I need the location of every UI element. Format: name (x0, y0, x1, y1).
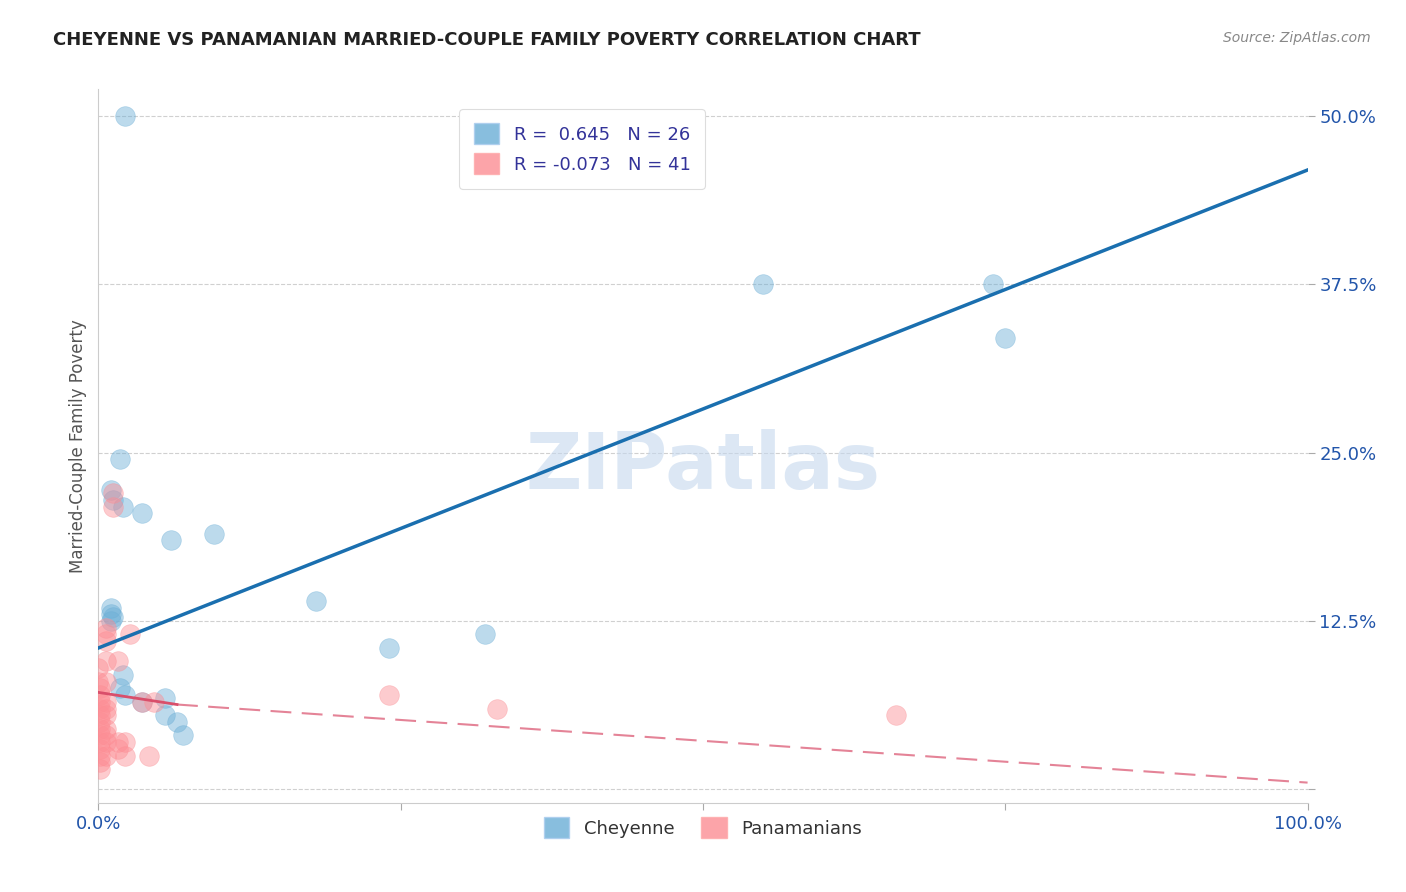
Point (100, 483, 122, 498)
Point (131, 695, 153, 709)
Point (486, 701, 509, 715)
Point (153, 690, 176, 705)
Point (101, 500, 124, 514)
Point (377, 688, 399, 702)
Point (111, 668, 134, 682)
Point (752, 277, 775, 292)
Point (94, 655, 117, 669)
Point (377, 640, 399, 655)
Point (131, 695, 153, 709)
Point (94, 748, 117, 763)
Point (94, 695, 117, 709)
Point (101, 492, 124, 507)
Point (94, 621, 117, 635)
Point (108, 681, 131, 696)
Point (111, 500, 134, 514)
Point (89, 701, 111, 715)
Point (131, 506, 153, 520)
Point (89, 722, 111, 736)
Point (94, 701, 117, 715)
Point (114, 688, 136, 702)
Point (94, 634, 117, 648)
Point (94, 722, 117, 736)
Point (305, 594, 328, 608)
Point (89, 708, 111, 723)
Text: ZIPatlas: ZIPatlas (526, 429, 880, 506)
Point (89, 681, 111, 696)
Point (89, 714, 111, 729)
Point (100, 600, 122, 615)
Point (89, 756, 111, 770)
Point (994, 331, 1017, 345)
Point (101, 610, 124, 624)
Point (204, 526, 226, 541)
Point (100, 614, 122, 628)
Point (87, 674, 110, 689)
Text: CHEYENNE VS PANAMANIAN MARRIED-COUPLE FAMILY POVERTY CORRELATION CHART: CHEYENNE VS PANAMANIAN MARRIED-COUPLE FA… (53, 31, 921, 49)
Point (160, 533, 183, 548)
Point (89, 688, 111, 702)
Point (94, 674, 117, 689)
Point (153, 708, 176, 723)
Point (89, 762, 111, 776)
Point (114, 735, 136, 749)
Point (166, 714, 188, 729)
Point (114, 748, 136, 763)
Point (107, 655, 129, 669)
Point (114, 109, 136, 123)
Point (100, 607, 122, 622)
Point (143, 695, 166, 709)
Point (118, 627, 141, 641)
Point (89, 748, 111, 763)
Point (981, 277, 1004, 292)
Text: Source: ZipAtlas.com: Source: ZipAtlas.com (1223, 31, 1371, 45)
Point (172, 729, 194, 743)
Point (94, 708, 117, 723)
Legend: Cheyenne, Panamanians: Cheyenne, Panamanians (536, 808, 870, 847)
Point (87, 661, 110, 675)
Point (107, 735, 129, 749)
Point (94, 729, 117, 743)
Point (108, 452, 131, 467)
Point (89, 742, 111, 756)
Point (89, 729, 111, 743)
Point (107, 742, 129, 756)
Point (94, 627, 117, 641)
Point (94, 735, 117, 749)
Point (886, 708, 908, 723)
Point (138, 748, 160, 763)
Point (89, 695, 111, 709)
Point (474, 627, 496, 641)
Point (89, 735, 111, 749)
Y-axis label: Married-Couple Family Poverty: Married-Couple Family Poverty (69, 319, 87, 573)
Point (101, 486, 124, 500)
